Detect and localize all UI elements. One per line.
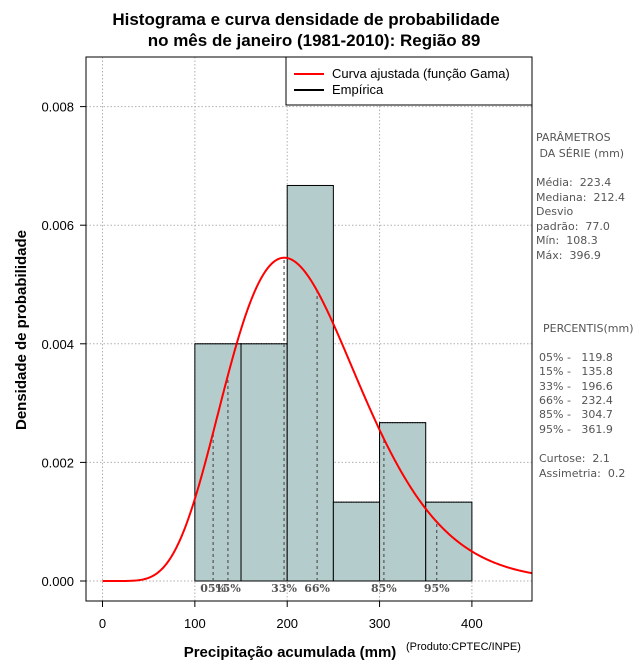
histogram-bar	[286, 184, 334, 582]
x-tick-label: 300	[369, 616, 391, 631]
histogram-bar	[194, 343, 242, 582]
params-title-2: DA SÉRIE (mm)	[536, 147, 624, 160]
x-axis-label: Precipitação acumulada (mm)	[184, 644, 397, 660]
kurtosis: Curtose: 2.1	[539, 452, 610, 465]
percentile-66: 66% - 232.4	[539, 394, 613, 407]
x-tick-label: 0	[99, 616, 106, 631]
x-axis: 0 100 200 300 400	[99, 601, 483, 631]
percentile-markers: 05%15% 33% 66% 85% 95%	[200, 257, 450, 595]
chart-title-line-1: Histograma e curva densidade de probabil…	[112, 10, 499, 29]
percentile-15: 15% - 135.8	[539, 365, 613, 378]
param-mean: Média: 223.4	[536, 176, 611, 189]
y-axis: 0.000 0.002 0.004 0.006 0.008	[41, 100, 86, 589]
y-tick-label: 0.004	[41, 337, 74, 352]
y-tick-label: 0.008	[41, 100, 74, 115]
gamma-fitted-curve	[102, 256, 533, 582]
params-title-1: PARÂMETROS	[536, 131, 611, 144]
percentiles-panel: PERCENTIS(mm) 05% - 119.8 15% - 135.8 33…	[539, 322, 634, 480]
y-tick-label: 0.000	[41, 574, 74, 589]
param-median: Mediana: 212.4	[536, 191, 625, 204]
series-parameters-panel: PARÂMETROS DA SÉRIE (mm) Média: 223.4 Me…	[536, 131, 625, 262]
y-axis-label: Densidade de probabilidade	[13, 230, 30, 430]
product-credit: (Produto:CPTEC/INPE)	[406, 641, 521, 653]
legend-box	[285, 56, 533, 106]
percentile-label-05%: 05%	[200, 582, 226, 595]
percentile-label-95%: 95%	[424, 582, 450, 595]
percentile-05: 05% - 119.8	[539, 351, 613, 364]
y-tick-label: 0.006	[41, 218, 74, 233]
x-tick-label: 200	[276, 616, 298, 631]
histogram-bars	[194, 184, 473, 582]
param-max: Máx: 396.9	[536, 249, 601, 262]
percentile-33: 33% - 196.6	[539, 380, 613, 393]
histogram-bar	[379, 422, 427, 582]
param-stddev-1: Desvio	[536, 205, 574, 218]
percentile-95: 95% - 361.9	[539, 423, 613, 436]
percentile-label-85%: 85%	[371, 582, 397, 595]
skewness: Assimetria: 0.2	[539, 467, 625, 480]
x-tick-label: 100	[184, 616, 206, 631]
percentile-label-33%: 33%	[271, 582, 297, 595]
histogram-bar	[240, 343, 288, 582]
param-stddev-2: padrão: 77.0	[536, 220, 610, 233]
percentile-label-15%: 15%	[215, 582, 241, 595]
legend-label-empirical: Empírica	[332, 82, 384, 97]
percentiles-title: PERCENTIS(mm)	[543, 322, 634, 335]
percentile-label-66%: 66%	[304, 582, 330, 595]
legend-label-fitted-curve: Curva ajustada (função Gama)	[332, 66, 510, 81]
legend: Curva ajustada (função Gama) Empírica	[285, 56, 533, 106]
param-min: Mín: 108.3	[536, 234, 598, 247]
x-tick-label: 400	[461, 616, 483, 631]
percentile-85: 85% - 304.7	[539, 408, 613, 421]
gamma-curve-layer	[102, 256, 533, 582]
histogram-bar	[425, 501, 473, 582]
y-tick-label: 0.002	[41, 455, 74, 470]
chart-title-line-2: no mês de janeiro (1981-2010): Região 89	[148, 31, 481, 50]
histogram-bar	[332, 501, 381, 582]
